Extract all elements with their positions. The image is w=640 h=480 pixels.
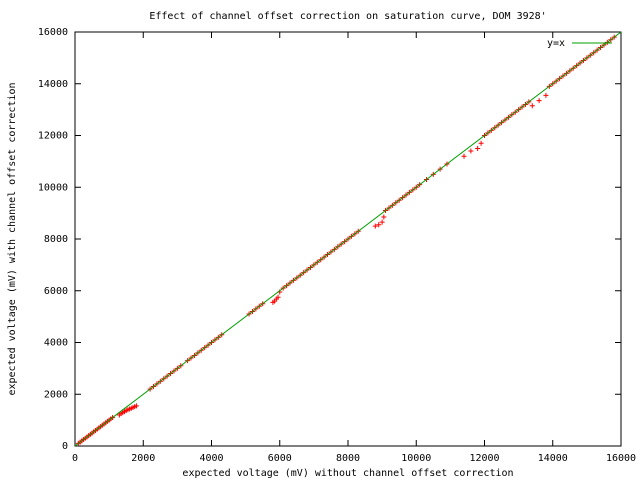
y-tick-label: 4000 xyxy=(44,338,68,349)
y-tick-label: 12000 xyxy=(38,131,68,142)
point xyxy=(529,103,535,109)
y-axis-label: expected voltage (mV) with channel offse… xyxy=(7,82,18,395)
y-tick-label: 10000 xyxy=(38,182,68,193)
x-tick-label: 12000 xyxy=(469,453,499,464)
point xyxy=(372,223,378,229)
x-tick-label: 8000 xyxy=(336,453,360,464)
y-tick-label: 16000 xyxy=(38,27,68,38)
point xyxy=(461,153,467,159)
chart-title: Effect of channel offset correction on s… xyxy=(149,11,546,22)
point xyxy=(133,403,139,409)
point xyxy=(543,92,549,98)
point xyxy=(379,219,385,225)
x-tick-label: 14000 xyxy=(538,453,568,464)
point xyxy=(381,214,387,220)
y-tick-label: 8000 xyxy=(44,234,68,245)
x-tick-label: 2000 xyxy=(131,453,155,464)
x-tick-label: 0 xyxy=(72,453,78,464)
point xyxy=(376,222,382,228)
point xyxy=(536,98,542,104)
point xyxy=(275,294,281,300)
x-axis-label: expected voltage (mV) without channel of… xyxy=(182,468,513,479)
x-tick-label: 16000 xyxy=(606,453,636,464)
y-tick-label: 0 xyxy=(62,441,68,452)
legend-label: y=x xyxy=(547,38,565,49)
point xyxy=(478,140,484,146)
y-tick-label: 2000 xyxy=(44,389,68,400)
x-tick-label: 10000 xyxy=(401,453,431,464)
y-tick-label: 14000 xyxy=(38,79,68,90)
x-tick-label: 4000 xyxy=(199,453,223,464)
y-tick-label: 6000 xyxy=(44,286,68,297)
x-tick-label: 6000 xyxy=(268,453,292,464)
line-series xyxy=(74,31,622,447)
point xyxy=(475,145,481,151)
point xyxy=(468,148,474,154)
